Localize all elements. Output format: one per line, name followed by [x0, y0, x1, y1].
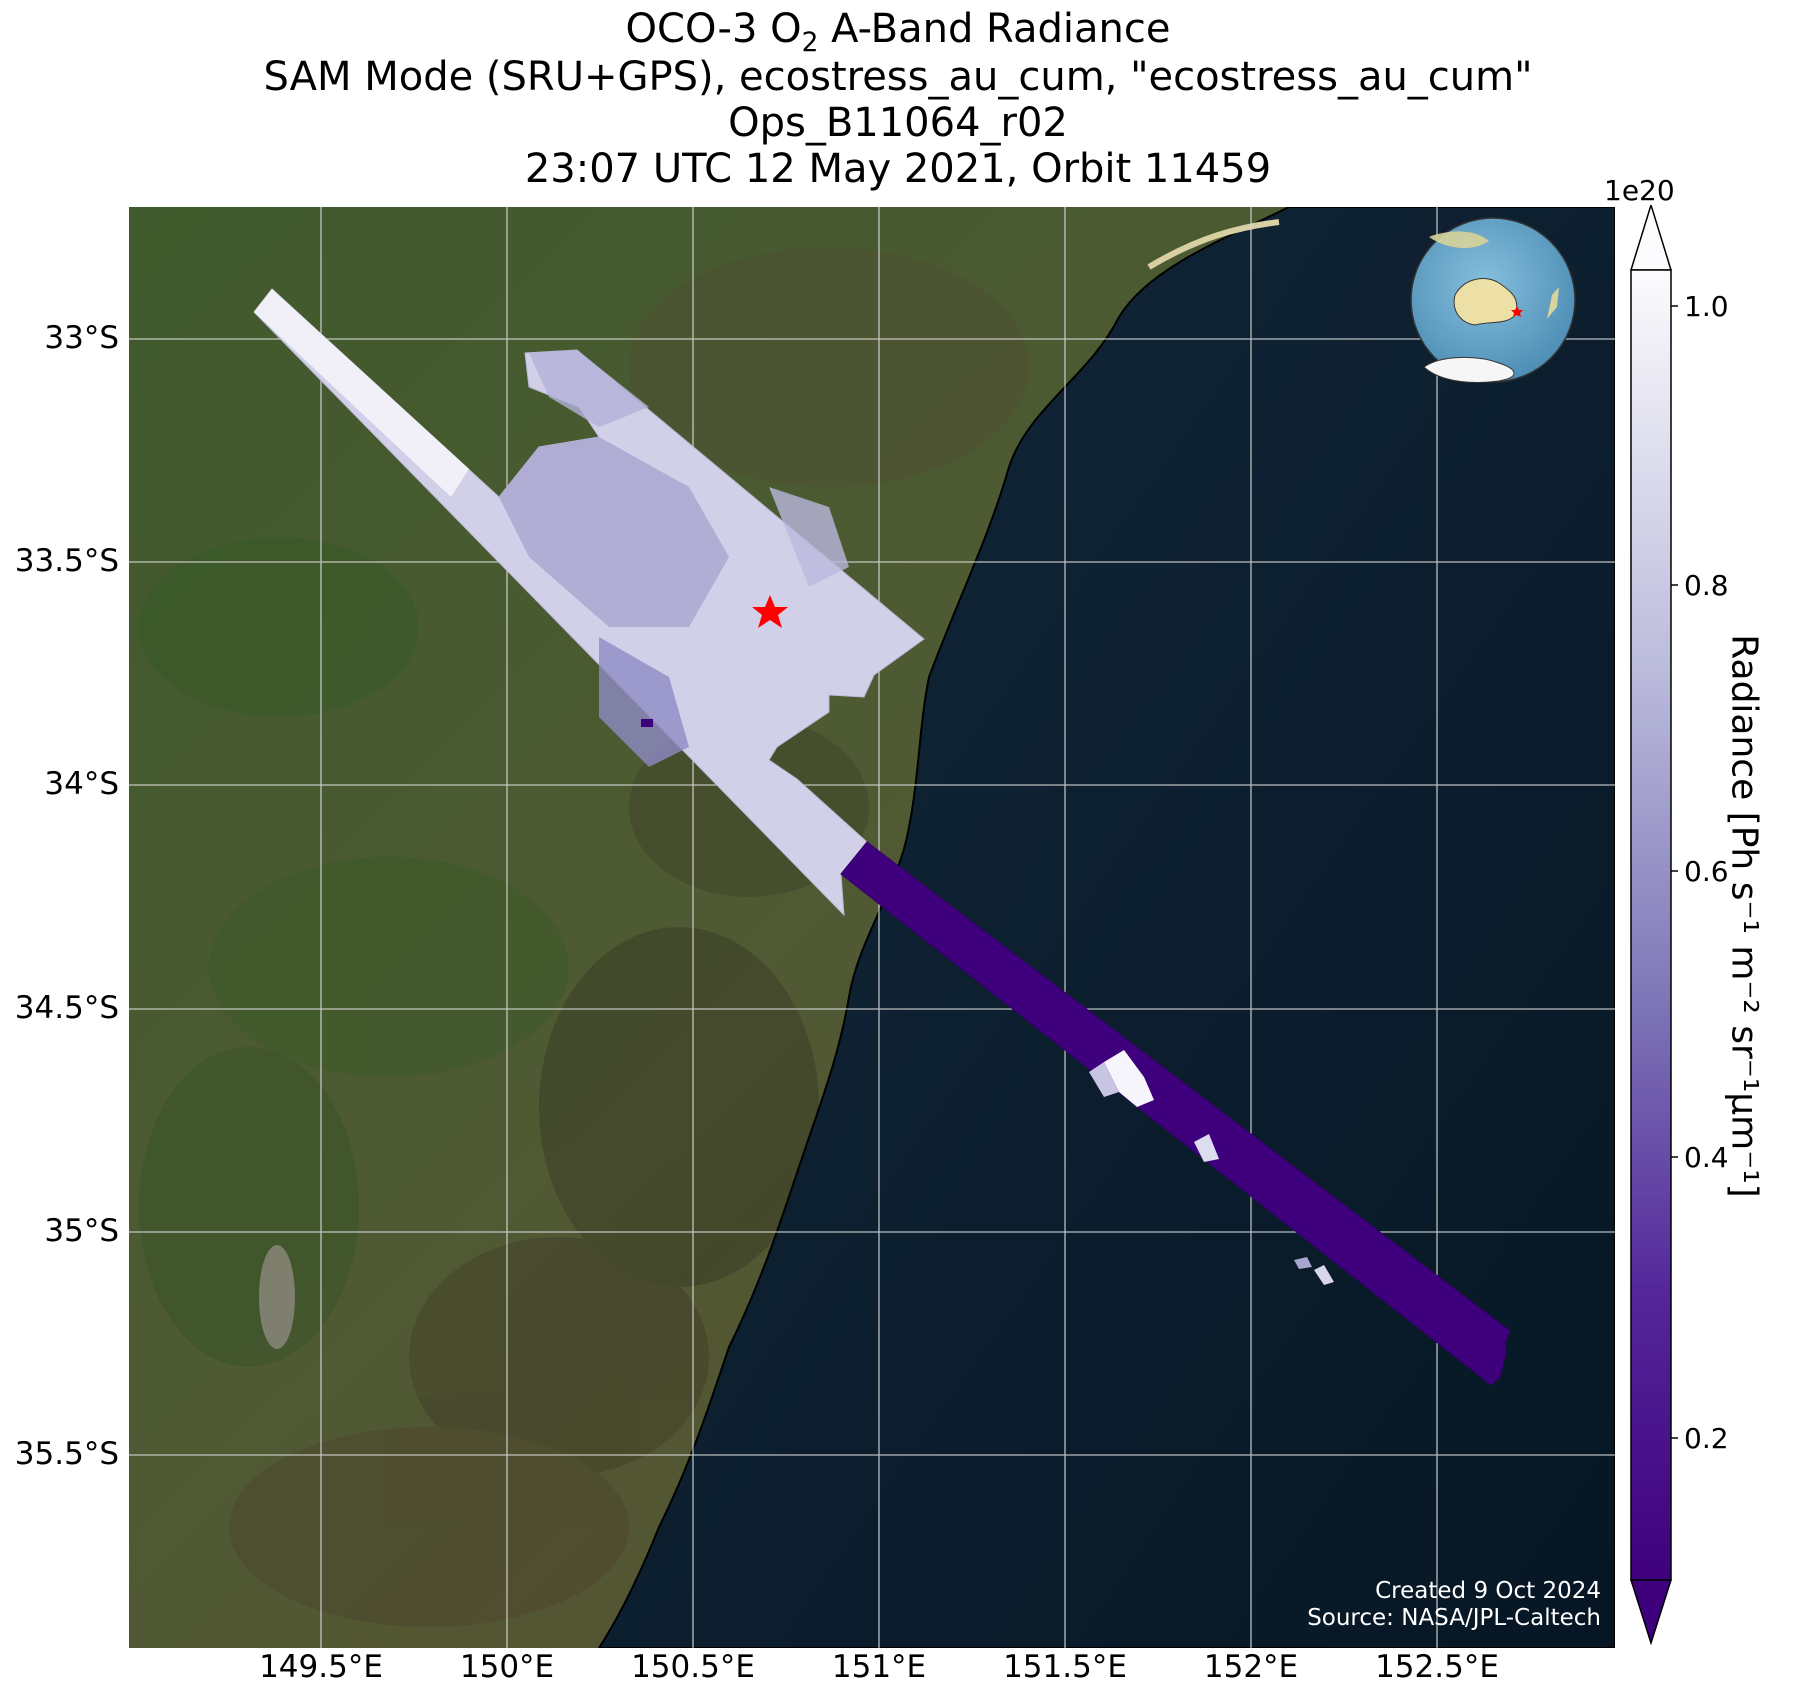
lon-tick-label: 151°E: [831, 1649, 927, 1685]
globe-target-marker: [1511, 306, 1523, 317]
lat-tick-label: 35°S: [44, 1213, 119, 1249]
lon-tick-label: 151.5°E: [1003, 1649, 1127, 1685]
lat-tick-label: 35.5°S: [14, 1436, 119, 1472]
colorbar-unit-label: Radiance [Ph s⁻¹ m⁻² sr⁻¹μm⁻¹]: [1723, 634, 1765, 1198]
plot-title-line3: Ops_B11064_r02: [728, 100, 1068, 146]
colorbar: [1630, 205, 1678, 1645]
lat-tick-label: 33°S: [44, 320, 119, 356]
antarctica-shape: [1423, 356, 1515, 383]
lon-tick-label: 149.5°E: [259, 1649, 383, 1685]
swath-ocean-segment: [840, 841, 1511, 1386]
colorbar-max-extend: [1630, 205, 1673, 271]
target-star-marker: [752, 595, 788, 628]
map-svg: [129, 207, 1615, 1648]
plot-title-line2: SAM Mode (SRU+GPS), ecostress_au_cum, "e…: [263, 54, 1533, 100]
inset-globe: [1410, 217, 1576, 383]
lat-tick-label: 34°S: [44, 766, 119, 802]
lon-tick-label: 152°E: [1203, 1649, 1299, 1685]
plot-title-line4: 23:07 UTC 12 May 2021, Orbit 11459: [524, 146, 1272, 192]
colorbar-multiplier: 1e20: [1604, 174, 1675, 207]
map-panel: [129, 207, 1615, 1648]
title-subscript: 2: [801, 27, 819, 58]
title-suffix: A-Band Radiance: [818, 6, 1171, 52]
lon-tick-label: 152.5°E: [1375, 1649, 1499, 1685]
lake-george: [259, 1245, 295, 1349]
colorbar-tick-label: 0.4: [1684, 1141, 1729, 1174]
swath-bright-pixels: [1089, 1050, 1334, 1285]
plot-title-line1: OCO-3 O2 A-Band Radiance: [0, 6, 1796, 66]
colorbar-tick-label: 0.8: [1684, 569, 1729, 602]
gridlines: [129, 207, 1615, 1648]
lat-tick-label: 33.5°S: [14, 543, 119, 579]
colorbar-gradient: [1630, 269, 1672, 1581]
colorbar-min-extend: [1630, 1579, 1673, 1645]
dark-pixel: [641, 719, 653, 727]
colorbar-tick-label: 0.2: [1684, 1422, 1729, 1455]
lon-tick-label: 150.5°E: [631, 1649, 755, 1685]
swath-bright-strip: [254, 289, 469, 497]
swath-shading: [499, 350, 849, 767]
source-credit: Source: NASA/JPL-Caltech: [1307, 1605, 1601, 1631]
title-prefix: OCO-3 O: [625, 6, 802, 52]
lon-tick-label: 150°E: [459, 1649, 555, 1685]
created-date: Created 9 Oct 2024: [1375, 1578, 1601, 1604]
colorbar-tick-label: 0.6: [1684, 855, 1729, 888]
lat-tick-label: 34.5°S: [14, 990, 119, 1026]
beach: [1147, 219, 1280, 270]
colorbar-tick-label: 1.0: [1684, 290, 1729, 323]
